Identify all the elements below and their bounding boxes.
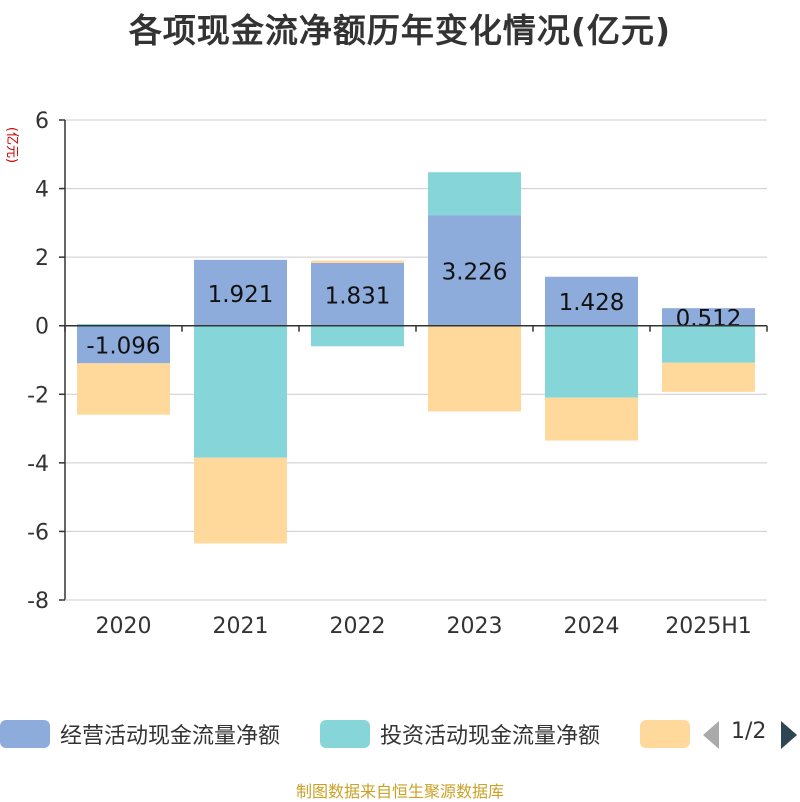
legend-next-page-icon[interactable] [781, 721, 797, 749]
legend-page-indicator: 1/2 [731, 719, 767, 744]
bar-2024-series-1 [545, 325, 638, 398]
x-tick-label-2021: 2021 [213, 614, 269, 639]
bar-2022-series-2 [311, 260, 404, 263]
legend-label-operating: 经营活动现金流量净额 [60, 724, 281, 749]
data-label-2024: 1.428 [559, 290, 625, 316]
data-label-2021: 1.921 [208, 282, 274, 308]
y-tick-label: 4 [35, 178, 49, 203]
bar-2023-series-0 [428, 215, 521, 326]
bar-2024-series-2 [545, 397, 638, 441]
y-tick-label: 2 [35, 246, 49, 271]
bar-2021-series-0 [194, 259, 287, 326]
x-tick-label-2022: 2022 [330, 614, 386, 639]
legend-item-operating[interactable]: 经营活动现金流量净额 [0, 716, 280, 752]
data-label-2020: -1.096 [86, 334, 160, 360]
data-label-2025H1: 0.512 [676, 306, 742, 332]
bar-2025H1-series-1 [662, 325, 755, 363]
bar-2023-series-1 [428, 172, 521, 216]
source-note: 制图数据来自恒生聚源数据库 [295, 782, 504, 801]
legend-label-investing: 投资活动现金流量净额 [380, 724, 601, 749]
legend-swatch-operating [0, 720, 50, 748]
legend-item-financing[interactable] [640, 716, 700, 752]
data-label-2023: 3.226 [442, 259, 508, 285]
bar-2020-series-1 [77, 324, 170, 326]
bar-2021-series-2 [194, 457, 287, 544]
chart-title: 各项现金流净额历年变化情况(亿元) [128, 11, 672, 50]
legend-item-investing[interactable]: 投资活动现金流量净额 [320, 716, 600, 752]
data-label-2022: 1.831 [325, 283, 391, 309]
legend: 经营活动现金流量净额 投资活动现金流量净额 1/2 [0, 716, 800, 756]
bar-2020-series-0 [77, 325, 170, 364]
y-tick-label: -8 [27, 589, 49, 614]
x-tick-label-2023: 2023 [447, 614, 503, 639]
x-tick-label-2024: 2024 [564, 614, 620, 639]
y-tick-label: 0 [35, 315, 49, 340]
legend-swatch-financing [640, 720, 690, 748]
y-tick-label: -4 [27, 452, 49, 477]
y-tick-label: -2 [27, 383, 49, 408]
bar-2022-series-1 [311, 325, 404, 347]
y-tick-label: -6 [27, 520, 49, 545]
x-tick-label-2025H1: 2025H1 [665, 614, 752, 639]
bar-2022-series-0 [311, 262, 404, 326]
bar-2024-series-0 [545, 276, 638, 326]
legend-swatch-investing [320, 720, 370, 748]
y-tick-label: 6 [35, 109, 49, 134]
bar-2021-series-1 [194, 325, 287, 458]
bar-2020-series-2 [77, 363, 170, 415]
legend-prev-page-icon[interactable] [703, 721, 719, 749]
bar-2025H1-series-0 [662, 308, 755, 326]
y-axis-label: (亿元) [4, 127, 19, 163]
bar-2025H1-series-2 [662, 362, 755, 392]
bar-2023-series-2 [428, 325, 521, 412]
x-tick-label-2020: 2020 [96, 614, 152, 639]
